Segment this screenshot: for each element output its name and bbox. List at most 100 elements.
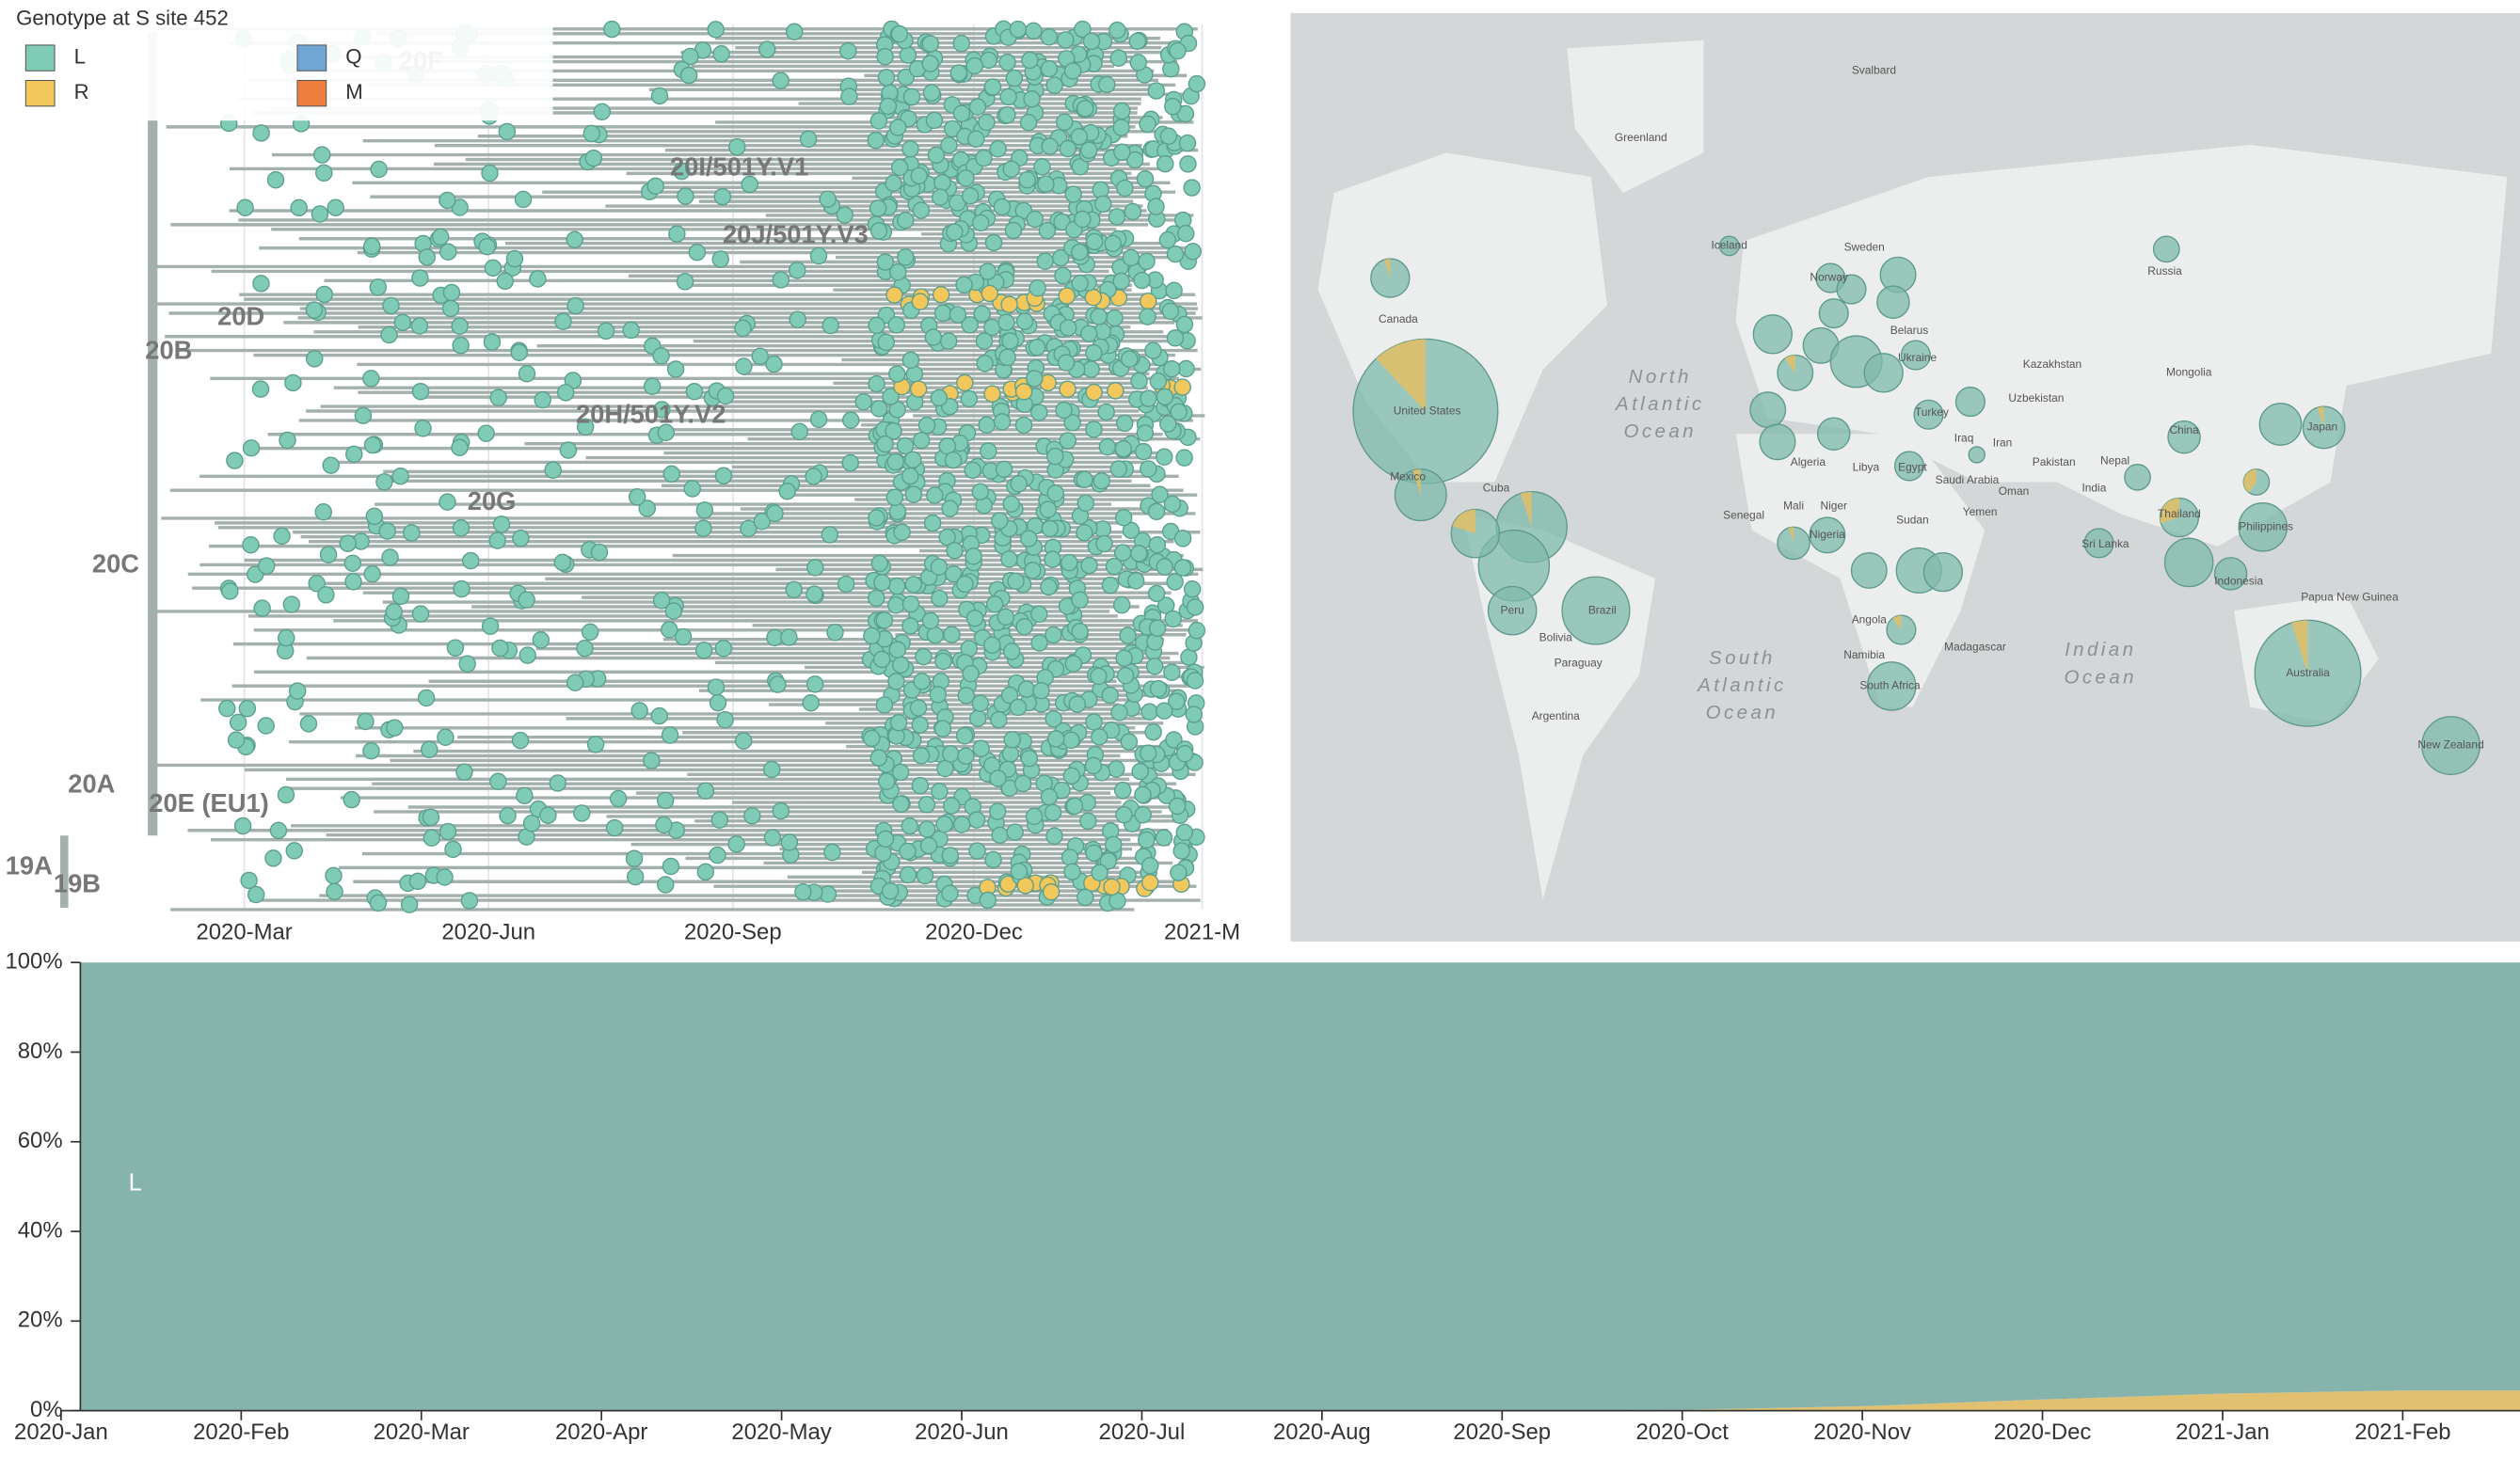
tip [921, 611, 940, 630]
tip [1163, 495, 1182, 514]
tip [1000, 550, 1018, 568]
tip [899, 842, 917, 861]
tip [1045, 710, 1062, 728]
tip [226, 452, 244, 469]
tip [1063, 62, 1082, 80]
tip [534, 390, 551, 409]
tip [1109, 49, 1128, 67]
tip [933, 304, 952, 323]
tip [557, 384, 575, 402]
country-pie [1913, 399, 1944, 430]
tip [1010, 475, 1028, 493]
tip [694, 519, 712, 537]
tip [919, 836, 938, 855]
country-pie [1487, 585, 1538, 636]
tip [916, 866, 934, 885]
x-tick-label: 2020-Feb [193, 1419, 289, 1445]
tip [696, 782, 715, 800]
tip [242, 439, 261, 457]
tip [911, 776, 930, 795]
tip [554, 312, 572, 330]
tip [1064, 655, 1083, 673]
x-tick-label: 2021-Feb [2354, 1419, 2450, 1445]
tip [1121, 350, 1139, 368]
tip [743, 806, 761, 825]
tip [769, 675, 787, 693]
tip [1042, 882, 1061, 901]
tip [917, 416, 936, 435]
tip [878, 772, 896, 790]
map-label: Egypt [1898, 460, 1927, 473]
tip [288, 682, 307, 700]
tip [282, 595, 301, 613]
tip [1108, 208, 1126, 226]
tip [442, 283, 461, 302]
tip [1183, 580, 1202, 598]
tip [278, 628, 295, 647]
tip [522, 815, 541, 833]
tip [391, 468, 409, 485]
tip [273, 527, 291, 546]
tip [688, 244, 707, 262]
tip [290, 198, 308, 217]
map-label: Turkey [1915, 405, 1949, 419]
tip [921, 55, 939, 72]
tip [576, 418, 595, 436]
tip [1144, 722, 1162, 741]
tip [1136, 169, 1155, 188]
tip [788, 262, 806, 279]
tip [1148, 619, 1167, 638]
tip [876, 830, 895, 848]
tip [393, 313, 412, 332]
ocean-label: Atlantic [1614, 393, 1705, 415]
tip [741, 175, 758, 194]
tip [681, 47, 699, 66]
tip [964, 461, 981, 480]
tip [901, 817, 918, 835]
tip [946, 542, 964, 560]
map-label: Uzbekistan [2008, 391, 2064, 404]
tip [979, 891, 997, 910]
tip [1140, 744, 1157, 762]
tip [1061, 848, 1079, 866]
tip [998, 105, 1016, 124]
tip [891, 763, 910, 782]
tip [1030, 634, 1048, 652]
tip [1177, 359, 1195, 378]
tip [544, 461, 562, 479]
tip [696, 863, 715, 881]
tip [821, 316, 839, 335]
tip [805, 468, 822, 485]
tip [912, 201, 931, 219]
tip [666, 360, 685, 378]
tip [573, 804, 591, 822]
tip [1038, 221, 1057, 240]
pie-slice [2291, 620, 2308, 674]
ocean-label: Ocean [1706, 702, 1778, 723]
legend-label: L [74, 44, 86, 68]
tip [305, 301, 324, 319]
tip [839, 41, 857, 60]
tip [1155, 829, 1173, 847]
tip [1085, 343, 1103, 362]
tip [327, 198, 344, 216]
tip [1116, 179, 1134, 198]
tip [975, 332, 994, 350]
tip [927, 146, 946, 165]
tip [1040, 28, 1059, 46]
tip [1030, 605, 1048, 624]
tip [1028, 339, 1046, 357]
country-pie [1893, 451, 1925, 482]
tip [559, 441, 578, 459]
tip [674, 627, 693, 646]
pie-slice [1452, 509, 1475, 534]
tip [253, 599, 271, 617]
clade-label: 20J/501Y.V3 [723, 219, 869, 248]
tip [1009, 698, 1028, 717]
tip [931, 188, 949, 206]
tip [972, 739, 990, 757]
tip [913, 673, 931, 690]
map-label: Paraguay [1555, 657, 1603, 670]
tip [854, 392, 872, 411]
